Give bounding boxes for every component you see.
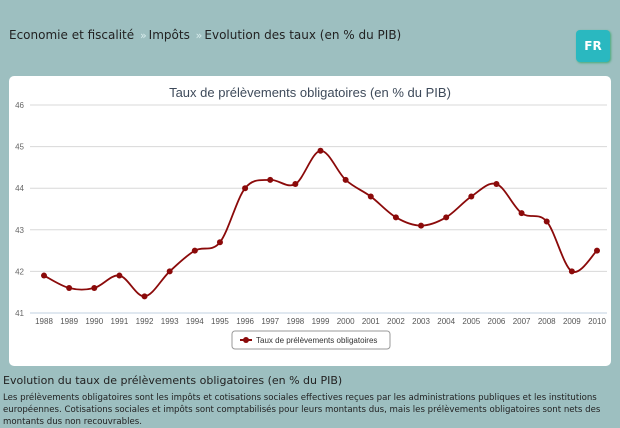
breadcrumb: Economie et fiscalité » Impôts » Evolution… bbox=[9, 28, 401, 42]
series-line bbox=[43, 149, 598, 298]
data-point bbox=[443, 214, 450, 221]
data-point bbox=[367, 193, 374, 200]
data-point bbox=[493, 181, 500, 188]
breadcrumb-separator: » bbox=[139, 29, 147, 42]
x-tick-label: 1992 bbox=[136, 317, 154, 326]
language-button[interactable]: FR bbox=[576, 30, 610, 62]
data-point bbox=[518, 210, 525, 217]
y-tick-label: 46 bbox=[15, 101, 24, 110]
description-text: Les prélèvements obligatoires sont les i… bbox=[3, 393, 601, 427]
breadcrumb-separator: » bbox=[195, 29, 203, 42]
data-point bbox=[418, 222, 425, 229]
x-tick-label: 2007 bbox=[513, 317, 531, 326]
legend-box bbox=[231, 330, 391, 350]
x-tick-label: 1990 bbox=[85, 317, 103, 326]
x-tick-label: 1998 bbox=[286, 317, 304, 326]
breadcrumb-impots[interactable]: Impôts bbox=[148, 28, 190, 42]
y-tick-label: 43 bbox=[15, 226, 24, 235]
x-tick-label: 2004 bbox=[437, 317, 455, 326]
x-tick-label: 1988 bbox=[35, 317, 53, 326]
data-point bbox=[191, 247, 198, 254]
x-tick-label: 1999 bbox=[312, 317, 330, 326]
x-tick-label: 2009 bbox=[563, 317, 581, 326]
y-tick-label: 44 bbox=[15, 184, 24, 193]
data-point bbox=[292, 181, 299, 188]
description-title: Evolution du taux de prélèvements obliga… bbox=[3, 374, 343, 387]
x-tick-label: 2001 bbox=[362, 317, 380, 326]
chart-title: Taux de prélèvements obligatoires (en % … bbox=[169, 85, 451, 100]
x-tick-label: 2005 bbox=[462, 317, 480, 326]
data-point bbox=[468, 193, 475, 200]
breadcrumb-current: Evolution des taux (en % du PIB) bbox=[204, 28, 402, 42]
data-point bbox=[267, 176, 274, 183]
data-point bbox=[116, 272, 123, 279]
x-tick-label: 1995 bbox=[211, 317, 229, 326]
legend-marker bbox=[243, 337, 249, 343]
x-tick-label: 1991 bbox=[111, 317, 129, 326]
y-tick-label: 41 bbox=[15, 309, 24, 318]
legend-label: Taux de prélèvements obligatoires bbox=[256, 336, 377, 345]
data-point bbox=[317, 147, 324, 154]
data-point bbox=[91, 285, 98, 292]
data-point bbox=[41, 272, 47, 279]
y-tick-label: 45 bbox=[15, 143, 24, 152]
data-point bbox=[141, 293, 148, 300]
x-tick-label: 1996 bbox=[236, 317, 254, 326]
data-point bbox=[216, 239, 223, 246]
data-point bbox=[568, 268, 575, 275]
data-point bbox=[594, 247, 600, 254]
x-tick-label: 2000 bbox=[337, 317, 355, 326]
x-tick-label: 1994 bbox=[186, 317, 204, 326]
x-tick-label: 2008 bbox=[538, 317, 556, 326]
x-tick-label: 1989 bbox=[60, 317, 78, 326]
x-tick-label: 2006 bbox=[488, 317, 506, 326]
data-point bbox=[543, 218, 550, 225]
x-tick-label: 2002 bbox=[387, 317, 405, 326]
data-point bbox=[342, 176, 349, 183]
y-tick-label: 42 bbox=[15, 267, 24, 276]
x-tick-label: 1993 bbox=[161, 317, 179, 326]
x-tick-label: 2003 bbox=[412, 317, 430, 326]
data-point bbox=[392, 214, 399, 221]
data-point bbox=[166, 268, 173, 275]
data-point bbox=[66, 285, 73, 292]
breadcrumb-economie[interactable]: Economie et fiscalité bbox=[9, 28, 135, 42]
x-tick-label: 1997 bbox=[261, 317, 279, 326]
x-tick-label: 2010 bbox=[588, 317, 606, 326]
data-point bbox=[242, 185, 249, 192]
chart-card bbox=[9, 76, 611, 366]
